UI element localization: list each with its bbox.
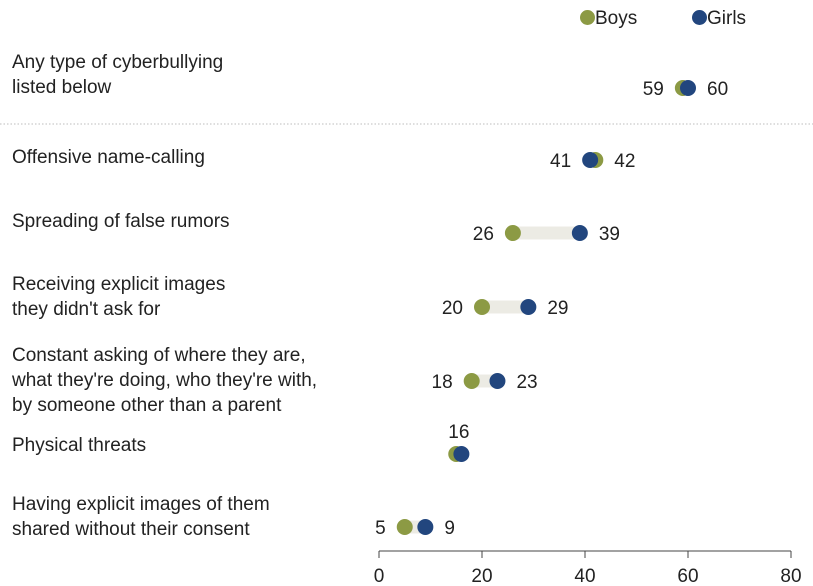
x-tick-label: 0: [374, 566, 385, 586]
category-label: Receiving explicit images they didn't as…: [12, 274, 226, 320]
boys-dot: [463, 373, 480, 389]
value-label: 18: [432, 372, 453, 393]
legend-boys: Boys: [580, 8, 637, 30]
value-label: 39: [599, 224, 620, 245]
girls-dot: [489, 373, 506, 389]
category-label: Spreading of false rumors: [12, 211, 230, 232]
value-label: 59: [643, 79, 664, 100]
boys-dot: [474, 299, 490, 315]
legend-girls-label: Girls: [707, 8, 747, 29]
value-label: 42: [614, 151, 635, 172]
boys-dot: [396, 519, 413, 535]
value-label: 23: [516, 372, 537, 393]
category-label: Any type of cyberbullying listed below: [12, 52, 224, 98]
category-label: Having explicit images of them shared wi…: [12, 494, 270, 540]
value-label: 5: [375, 518, 386, 539]
x-tick-label: 60: [677, 566, 698, 586]
value-label: 60: [707, 79, 728, 100]
legend-girls-dot: [692, 10, 707, 25]
value-label: 9: [444, 518, 455, 539]
girls-dot: [520, 299, 537, 315]
value-label: 41: [550, 151, 571, 172]
legend-boys-label: Boys: [595, 8, 638, 29]
category-label: Constant asking of where they are, what …: [12, 345, 318, 416]
x-tick-label: 80: [780, 566, 801, 586]
category-label: Offensive name-calling: [12, 147, 205, 168]
legend-boys-dot: [580, 10, 595, 25]
value-label: 20: [442, 298, 463, 319]
girls-dot: [453, 446, 470, 462]
x-tick-label: 20: [471, 566, 492, 586]
x-tick-label: 40: [574, 566, 595, 586]
boys-dot: [504, 225, 521, 241]
category-label: Physical threats: [12, 435, 147, 456]
girls-dot: [571, 225, 588, 241]
girls-dot: [582, 152, 599, 168]
value-label: 16: [448, 422, 469, 443]
girls-dot: [680, 80, 696, 96]
legend-girls: Girls: [692, 8, 746, 30]
girls-dot: [417, 519, 434, 535]
value-label: 26: [473, 224, 494, 245]
value-label: 29: [547, 298, 568, 319]
